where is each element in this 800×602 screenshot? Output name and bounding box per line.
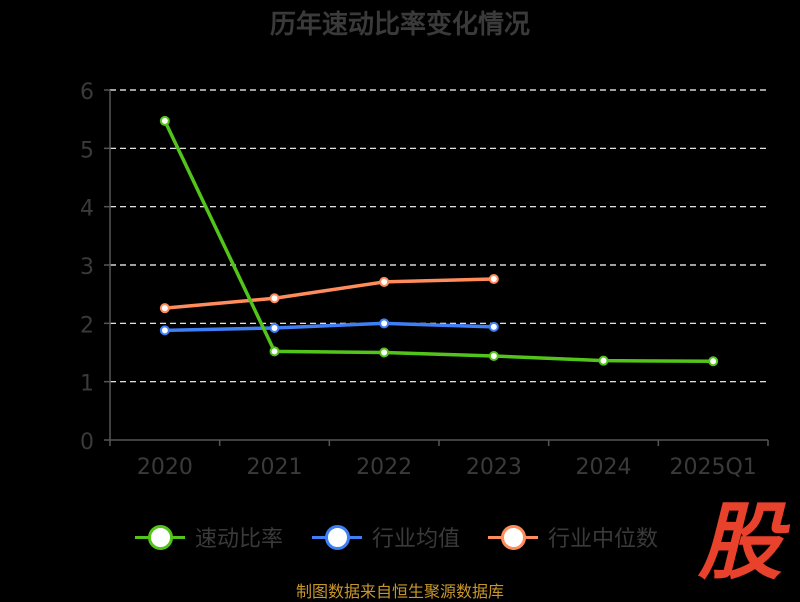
data-point — [379, 347, 390, 358]
data-source-note: 制图数据来自恒生聚源数据库 — [295, 582, 504, 601]
y-tick-label: 6 — [80, 80, 94, 105]
data-point — [379, 276, 390, 287]
x-tick-label: 2023 — [466, 455, 522, 480]
series-line-0 — [163, 119, 715, 363]
y-tick-label: 5 — [80, 138, 94, 163]
x-tick-label: 2021 — [247, 455, 303, 480]
legend-label: 行业中位数 — [548, 527, 659, 552]
x-tick-label: 2025Q1 — [670, 455, 757, 480]
legend-item-series-2[interactable]: 行业中位数 — [488, 520, 658, 554]
data-point — [598, 355, 609, 366]
legend-marker-icon — [135, 520, 185, 554]
data-point — [708, 356, 719, 367]
legend-label: 速动比率 — [195, 527, 284, 552]
series-line-1 — [163, 321, 496, 333]
data-point — [488, 351, 499, 361]
legend: 速动比率 行业均值 行业中位数 — [0, 520, 680, 554]
data-point — [269, 323, 280, 333]
data-point — [269, 293, 280, 304]
data-point — [159, 115, 170, 126]
data-point — [269, 346, 280, 357]
chart-title: 历年速动比率变化情况 — [269, 10, 530, 40]
data-point — [488, 274, 499, 284]
data-point — [159, 303, 170, 314]
y-tick-label: 4 — [80, 197, 94, 222]
y-tick-label: 0 — [80, 430, 94, 455]
data-point — [379, 318, 390, 329]
legend-marker-icon — [312, 520, 362, 554]
series-line-2 — [163, 277, 496, 310]
legend-item-series-0[interactable]: 速动比率 — [135, 520, 283, 554]
legend-item-series-1[interactable]: 行业均值 — [312, 520, 460, 554]
data-point — [159, 325, 170, 336]
y-tick-label: 2 — [80, 313, 94, 338]
legend-marker-icon — [488, 520, 538, 554]
legend-label: 行业均值 — [372, 527, 461, 552]
x-tick-label: 2024 — [576, 455, 632, 480]
y-tick-label: 1 — [80, 372, 94, 397]
stock-logo-icon: 股 — [697, 493, 782, 591]
x-tick-label: 2022 — [356, 455, 412, 480]
data-point — [488, 321, 499, 332]
y-tick-label: 3 — [80, 255, 94, 280]
x-tick-label: 2020 — [137, 455, 193, 480]
